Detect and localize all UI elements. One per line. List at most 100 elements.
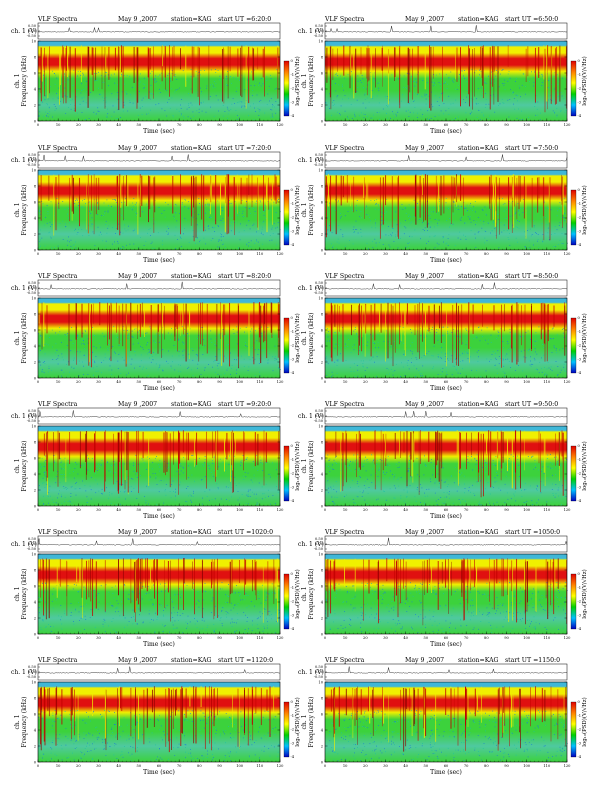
spectrogram-speckle (114, 471, 116, 473)
spectrogram-speckle (416, 457, 418, 459)
spectrogram-speckle (509, 245, 511, 246)
spectrogram-speckle (263, 83, 265, 85)
y-tick-label: 0 (321, 119, 324, 123)
spectrogram-speckle (470, 203, 471, 204)
spectrogram-speckle (59, 223, 61, 224)
spectrogram-speckle (367, 461, 369, 463)
spectrogram-speckle (531, 456, 532, 458)
spectrogram-speckle (55, 352, 57, 354)
spectrogram-speckle (217, 487, 219, 489)
spectrogram-speckle (496, 475, 498, 476)
spectrogram-speckle (376, 459, 378, 461)
x-tick-label: 100 (523, 252, 531, 256)
x-tick-label: 70 (464, 508, 469, 512)
spectrogram-speckle (57, 471, 58, 472)
x-tick-label: 70 (177, 380, 182, 384)
spectrogram-speckle (111, 374, 113, 375)
x-tick-label: 30 (383, 508, 388, 512)
spectrogram-speckle (196, 224, 198, 226)
spectrogram-speckle (556, 91, 558, 93)
colorbar-label: log₁₀(PSD)(V/√Hz) (581, 185, 588, 234)
channel-tick-label: 0.00 (28, 542, 37, 546)
spectrogram-speckle (454, 467, 456, 468)
panel-start-time: start UT =6:20:0 (218, 16, 271, 23)
spectrogram-speckle (546, 224, 548, 225)
spectrogram-speckle (150, 72, 151, 74)
spectrogram-speckle (390, 357, 392, 359)
spectrogram-speckle (233, 476, 235, 478)
spectrogram-speckle (414, 496, 416, 498)
spectrogram-speckle (557, 374, 559, 375)
spectrogram-speckle (507, 237, 509, 238)
spectrogram-speckle (515, 500, 517, 502)
spectrogram-speckle (104, 210, 106, 212)
spectrogram-speckle (370, 220, 371, 222)
spectrogram-speckle (336, 497, 338, 498)
spectrogram-speckle (423, 474, 425, 476)
spectrogram-speckle (413, 199, 415, 201)
spectrogram-speckle (119, 352, 121, 354)
spectrogram-speckle (236, 102, 238, 103)
spectrogram-speckle (188, 242, 190, 243)
spectrogram-speckle (237, 499, 239, 501)
spectrogram-speckle (60, 369, 62, 371)
spectrogram-speckle (500, 328, 502, 330)
spectrogram-speckle (434, 219, 436, 220)
spectrogram-speckle (446, 88, 448, 89)
spectrogram-speckle (487, 482, 489, 483)
spectrogram-speckle (520, 96, 521, 98)
spectrogram-speckle (447, 245, 449, 246)
spectrogram-speckle (525, 332, 527, 333)
spectrogram-speckle (525, 246, 526, 248)
spectrogram-speckle (340, 216, 342, 218)
spectrogram-speckle (203, 465, 204, 467)
spectrogram-speckle (536, 485, 538, 486)
spectrogram-speckle (339, 353, 341, 355)
spectrogram-speckle (211, 499, 213, 500)
spectrogram-speckle (508, 78, 510, 80)
spectrogram-speckle (39, 90, 40, 92)
panel-station: station=KAG (458, 273, 499, 280)
spectrogram-speckle (493, 94, 494, 96)
spectrogram-speckle (149, 349, 150, 351)
spectrogram-speckle (344, 110, 346, 112)
spectrogram-speckle (108, 344, 109, 345)
spectrogram-speckle (99, 468, 100, 469)
spectrogram-speckle (187, 333, 188, 334)
spectrogram-speckle (84, 76, 86, 78)
spectrogram-speckle (564, 480, 566, 481)
spectrogram-speckle (356, 365, 358, 366)
spectrogram-speckle (49, 337, 50, 338)
spectrogram-speckle (155, 477, 157, 479)
spectrogram-speckle (441, 371, 443, 373)
spectrogram-speckle (351, 71, 352, 73)
spectrogram-speckle (517, 459, 519, 460)
spectrogram-speckle (77, 334, 79, 336)
spectrogram-speckle (175, 212, 176, 214)
spectrogram-speckle (367, 459, 368, 460)
spectrogram-speckle (345, 343, 346, 345)
spectrogram-speckle (466, 340, 468, 342)
spectrogram-speckle (373, 114, 374, 116)
spectrogram-speckle (45, 111, 46, 113)
spectrogram-speckle (551, 467, 553, 469)
spectrogram-speckle (332, 464, 333, 466)
spectrogram-speckle (152, 462, 154, 463)
spectrogram-speckle (241, 494, 243, 495)
spectrogram-speckle (556, 116, 558, 118)
spectrogram-speckle (556, 74, 558, 76)
spectrogram-speckle (535, 114, 536, 116)
spectrogram-speckle (173, 345, 175, 346)
spectrogram-speckle (278, 367, 279, 369)
spectrogram-speckle (548, 98, 549, 100)
spectrogram-speckle (239, 79, 240, 81)
spectrogram-speckle (52, 116, 53, 118)
spectrogram-speckle (448, 114, 450, 115)
spectrogram-speckle (54, 478, 56, 479)
spectrogram-speckle (224, 373, 226, 375)
spectrogram-speckle (433, 345, 435, 347)
spectrogram-speckle (171, 484, 172, 485)
spectrogram-speckle (97, 107, 99, 109)
spectrogram-speckle (463, 208, 465, 209)
spectrogram-speckle (365, 487, 367, 489)
